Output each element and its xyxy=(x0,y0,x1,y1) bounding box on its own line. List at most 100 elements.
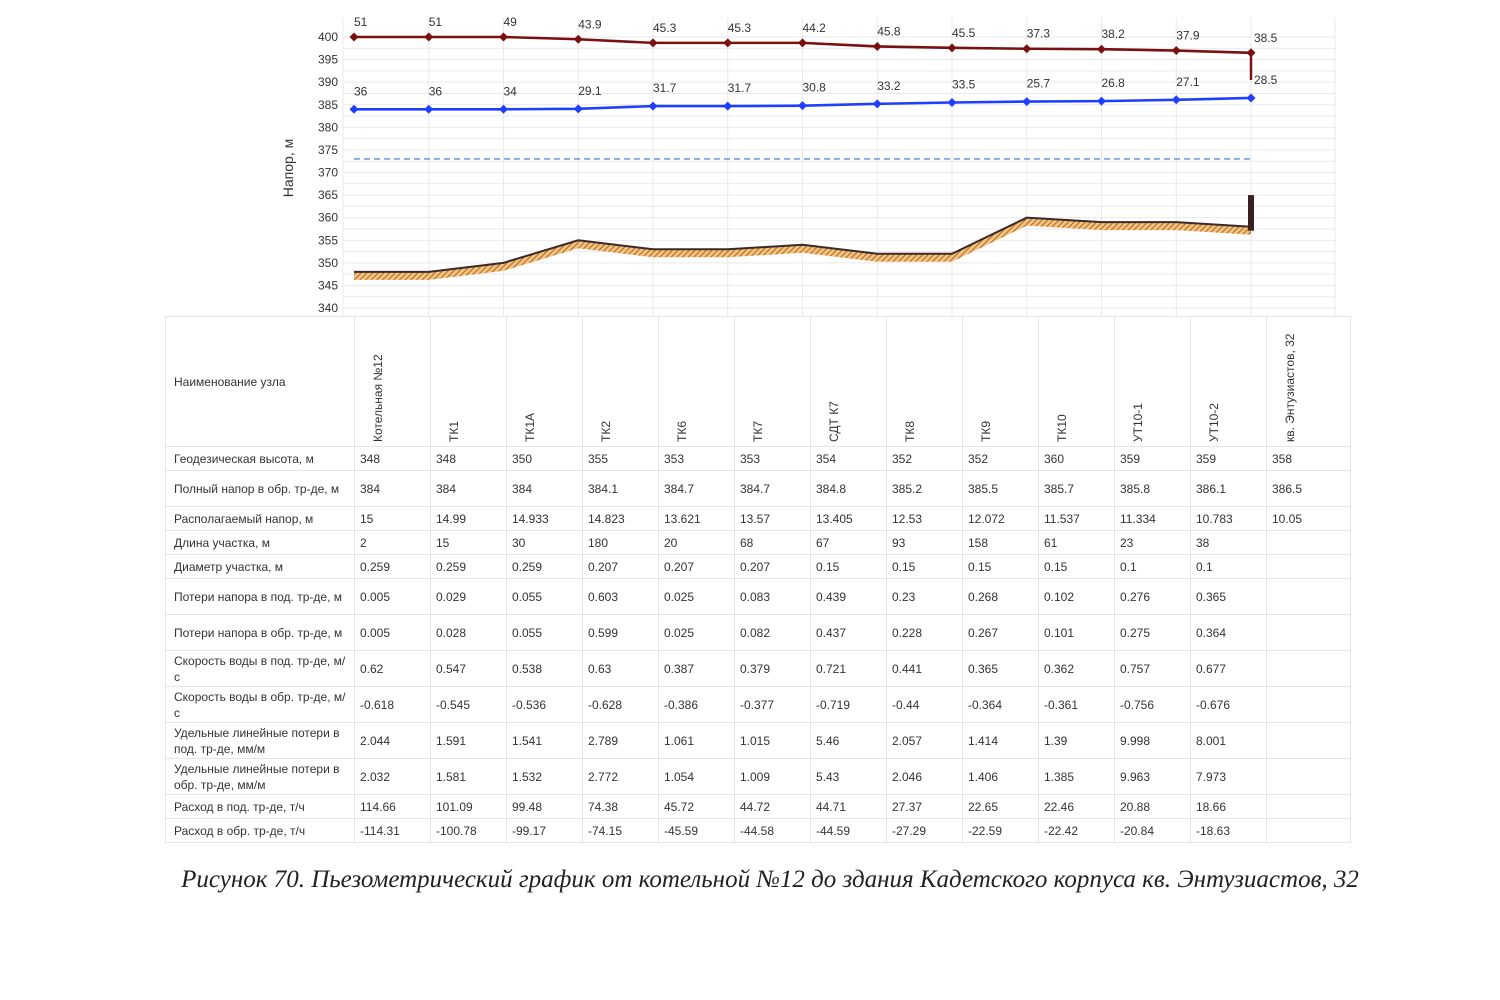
chart-gridlines xyxy=(342,18,1336,316)
table-cell: 0.005 xyxy=(354,614,431,651)
table-cell: -0.364 xyxy=(962,686,1039,723)
table-cell: 38 xyxy=(1190,530,1267,555)
table-cell: 2.032 xyxy=(354,758,431,795)
table-cell: -18.63 xyxy=(1190,818,1267,843)
supply_head-data-label: 44.2 xyxy=(803,21,827,35)
table-cell: 22.65 xyxy=(962,794,1039,819)
piezometric-chart: 400395390385380375370365360355350345340 … xyxy=(280,15,1336,316)
table-cell: 355 xyxy=(582,446,659,471)
table-cell: 99.48 xyxy=(506,794,583,819)
table-cell xyxy=(1266,722,1351,759)
supply_head-point xyxy=(573,34,583,44)
row-label: Длина участка, м xyxy=(165,530,355,555)
table-row: Потери напора в обр. тр-де, м 0.005 0.028 0… xyxy=(165,614,1351,651)
table-cell xyxy=(1266,554,1351,579)
table-cell: 0.437 xyxy=(810,614,887,651)
table-cell: 0.207 xyxy=(582,554,659,579)
table-cell: 385.2 xyxy=(886,470,963,507)
return_head-point xyxy=(947,97,957,107)
node-name: кв. Энтузиастов, 32 xyxy=(1283,333,1297,442)
supply_head-point xyxy=(499,32,508,42)
supply_head-data-label: 45.3 xyxy=(653,21,677,35)
table-cell: 20.88 xyxy=(1114,794,1191,819)
supply_head-data-label: 37.3 xyxy=(1027,27,1051,41)
node-name-cell: УТ10-1 xyxy=(1114,316,1191,447)
return_head-point xyxy=(648,101,658,111)
table-cell: 2.046 xyxy=(886,758,963,795)
table-cell: 0.083 xyxy=(734,578,811,615)
return_head-point xyxy=(1022,97,1032,107)
table-cell: 0.025 xyxy=(658,614,735,651)
supply_head-point xyxy=(1171,46,1181,56)
row-label: Потери напора в под. тр-де, м xyxy=(165,578,355,615)
supply_head-data-label: 38.5 xyxy=(1254,31,1278,45)
return_head-data-label: 27.1 xyxy=(1176,75,1200,89)
y-tick-label: 340 xyxy=(318,301,338,315)
table-cell: -74.15 xyxy=(582,818,659,843)
table-cell: 0.62 xyxy=(354,650,431,687)
table-cell: 158 xyxy=(962,530,1039,555)
table-cell: 2.772 xyxy=(582,758,659,795)
table-cell: 384.1 xyxy=(582,470,659,507)
table-cell: 0.547 xyxy=(430,650,507,687)
ground-hatch xyxy=(354,217,1251,280)
table-cell: 384 xyxy=(506,470,583,507)
return_head-data-label: 31.7 xyxy=(653,81,677,95)
table-cell: 30 xyxy=(506,530,583,555)
supply_head-data-label: 45.5 xyxy=(952,26,976,40)
table-cell: 0.603 xyxy=(582,578,659,615)
table-cell: 385.5 xyxy=(962,470,1039,507)
table-cell: 354 xyxy=(810,446,887,471)
node-name: ТК8 xyxy=(903,420,917,442)
row-label: Располагаемый напор, м xyxy=(165,506,355,531)
node-name-row: Наименование узла Котельная №12 ТК1 ТК1А ТК2… xyxy=(165,316,1351,447)
supply_head-point xyxy=(424,32,434,42)
table-cell: 1.581 xyxy=(430,758,507,795)
node-name-cell: ТК7 xyxy=(734,316,811,447)
table-cell: 384 xyxy=(430,470,507,507)
table-cell: 61 xyxy=(1038,530,1115,555)
table-cell: 0.275 xyxy=(1114,614,1191,651)
table-row: Скорость воды в обр. тр-де, м/с -0.618 -0.… xyxy=(165,686,1351,723)
table-cell: 359 xyxy=(1114,446,1191,471)
node-name-cell: ТК9 xyxy=(962,316,1039,447)
return_head-data-label: 25.7 xyxy=(1027,77,1051,91)
supply_head-point xyxy=(947,43,957,53)
table-cell: 68 xyxy=(734,530,811,555)
table-cell: -27.29 xyxy=(886,818,963,843)
table-cell: 0.15 xyxy=(886,554,963,579)
return_head-point xyxy=(573,104,583,114)
return_head-point xyxy=(499,104,508,114)
table-cell: 0.259 xyxy=(506,554,583,579)
table-cell: 1.39 xyxy=(1038,722,1115,759)
return_head-data-label: 33.2 xyxy=(877,79,901,93)
node-name-cell: УТ10-2 xyxy=(1190,316,1267,447)
node-name: ТК2 xyxy=(599,420,613,442)
table-cell: -0.44 xyxy=(886,686,963,723)
table-cell: 18.66 xyxy=(1190,794,1267,819)
table-cell: -0.618 xyxy=(354,686,431,723)
table-cell: 0.15 xyxy=(962,554,1039,579)
table-cell: 0.538 xyxy=(506,650,583,687)
table-cell: 10.05 xyxy=(1266,506,1351,531)
table-cell: 14.933 xyxy=(506,506,583,531)
table-cell: 74.38 xyxy=(582,794,659,819)
table-cell: 1.054 xyxy=(658,758,735,795)
table-row: Скорость воды в под. тр-де, м/с 0.62 0.547… xyxy=(165,650,1351,687)
table-cell: 0.259 xyxy=(430,554,507,579)
supply_head-data-label: 38.2 xyxy=(1102,27,1126,41)
y-tick-label: 360 xyxy=(318,211,338,225)
return_head-point xyxy=(1246,93,1256,103)
table-cell: 9.998 xyxy=(1114,722,1191,759)
table-cell: 0.379 xyxy=(734,650,811,687)
node-name: ТК10 xyxy=(1055,413,1069,442)
table-cell: 0.15 xyxy=(1038,554,1115,579)
return_head-data-label: 29.1 xyxy=(578,84,602,98)
table-cell: 0.228 xyxy=(886,614,963,651)
table-cell: 385.7 xyxy=(1038,470,1115,507)
node-name-cell: ТК10 xyxy=(1038,316,1115,447)
row-label: Геодезическая высота, м xyxy=(165,446,355,471)
return_head-data-label: 33.5 xyxy=(952,77,976,91)
node-name-cell: ТК6 xyxy=(658,316,735,447)
table-cell: 386.1 xyxy=(1190,470,1267,507)
